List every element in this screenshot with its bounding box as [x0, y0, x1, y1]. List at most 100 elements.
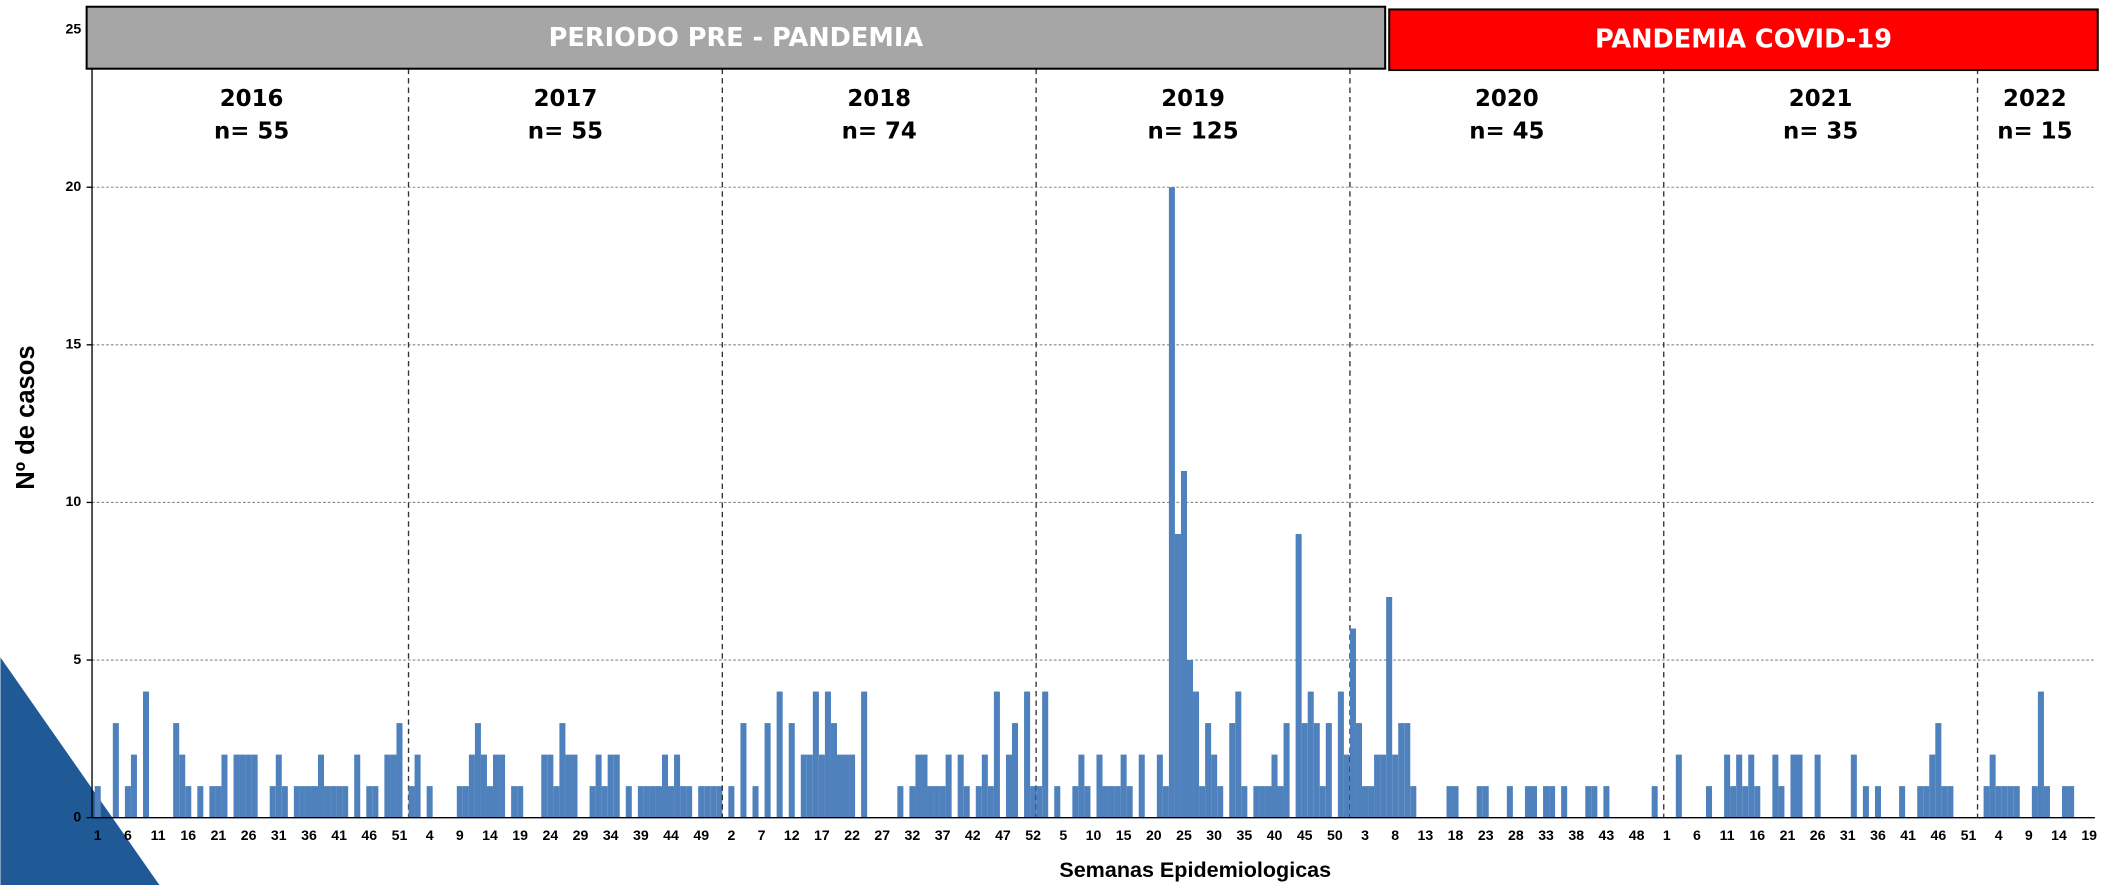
bar — [1259, 786, 1266, 818]
bar — [517, 786, 524, 818]
bar — [2037, 691, 2044, 818]
bar — [1724, 754, 1731, 818]
period-banner — [85, 5, 1387, 70]
bar — [716, 786, 723, 818]
bar — [1229, 723, 1236, 818]
bar — [1337, 691, 1344, 818]
bar — [372, 786, 379, 818]
x-tick-label: 4 — [1995, 827, 2003, 843]
bar — [1748, 754, 1755, 818]
x-tick-label: 49 — [693, 827, 709, 843]
bar — [293, 786, 300, 818]
bar — [649, 786, 656, 818]
bar — [1796, 754, 1803, 818]
year-label: 2020 — [1475, 86, 1539, 112]
x-tick-label: 8 — [1391, 827, 1399, 843]
bar — [124, 786, 131, 818]
bar — [1241, 786, 1248, 818]
bar — [1271, 754, 1278, 818]
y-tick-label: 10 — [66, 493, 82, 509]
bar — [655, 786, 662, 818]
bar — [1410, 786, 1417, 818]
bar — [1549, 786, 1556, 818]
x-tick-label: 33 — [1538, 827, 1554, 843]
x-tick-label: 21 — [1780, 827, 1796, 843]
period-banner — [1388, 8, 2099, 72]
bar — [547, 754, 554, 818]
bar — [1084, 786, 1091, 818]
x-tick-label: 51 — [1961, 827, 1977, 843]
x-tick-label: 16 — [1749, 827, 1765, 843]
bar — [704, 786, 711, 818]
x-tick-label: 25 — [1176, 827, 1192, 843]
year-count: n= 55 — [214, 119, 289, 145]
bar — [1235, 691, 1242, 818]
bar — [305, 786, 312, 818]
bar — [849, 754, 856, 818]
bar — [1392, 754, 1399, 818]
bar — [800, 754, 807, 818]
bar — [1989, 754, 1996, 818]
bar — [185, 786, 192, 818]
x-tick-label: 42 — [965, 827, 981, 843]
bar — [1265, 786, 1272, 818]
bar — [1120, 754, 1127, 818]
bar — [330, 786, 337, 818]
bar — [1452, 786, 1459, 818]
x-tick-label: 10 — [1086, 827, 1102, 843]
bar — [251, 754, 258, 818]
year-label: 2017 — [534, 86, 598, 112]
bar — [179, 754, 186, 818]
bar — [559, 723, 566, 818]
x-tick-label: 7 — [758, 827, 766, 843]
bar — [836, 754, 844, 818]
x-tick-label: 12 — [784, 827, 800, 843]
bar — [595, 754, 602, 818]
bar — [221, 754, 228, 818]
bar — [1862, 786, 1869, 818]
x-tick-label: 19 — [512, 827, 528, 843]
bar — [1199, 786, 1206, 818]
x-tick-label: 41 — [331, 827, 347, 843]
bar — [1011, 723, 1019, 818]
bar — [1042, 691, 1049, 818]
bar — [1917, 786, 1924, 818]
bar — [366, 786, 373, 818]
bar — [1355, 723, 1363, 818]
x-tick-label: 20 — [1146, 827, 1162, 843]
x-tick-label: 37 — [935, 827, 951, 843]
bar — [342, 786, 349, 818]
bar — [1543, 786, 1550, 818]
x-tick-label: 45 — [1297, 827, 1313, 843]
bar — [1072, 786, 1079, 818]
bar — [1319, 786, 1326, 818]
bar — [1349, 628, 1356, 818]
bar — [1874, 786, 1881, 818]
bar — [1754, 786, 1761, 818]
bar — [1168, 187, 1175, 818]
bar — [1941, 786, 1948, 818]
bar — [1211, 754, 1218, 818]
bar — [1899, 786, 1906, 818]
bar — [414, 754, 421, 818]
bar — [493, 754, 500, 818]
bar — [1036, 786, 1043, 818]
bar — [1380, 754, 1387, 818]
bar — [752, 786, 759, 818]
bar — [456, 786, 463, 818]
x-tick-label: 35 — [1236, 827, 1252, 843]
x-tick-label: 1 — [1663, 827, 1671, 843]
bar — [1995, 786, 2002, 818]
x-tick-label: 13 — [1418, 827, 1434, 843]
bar — [1343, 754, 1350, 818]
x-tick-label: 11 — [1720, 827, 1735, 843]
x-tick-label: 23 — [1478, 827, 1494, 843]
bar — [2062, 786, 2069, 818]
bar — [1102, 786, 1109, 818]
x-tick-label: 31 — [1840, 827, 1856, 843]
bar — [2043, 786, 2050, 818]
bar — [1307, 691, 1314, 818]
bar — [112, 723, 119, 818]
bar — [1591, 786, 1598, 818]
bar — [142, 691, 150, 818]
